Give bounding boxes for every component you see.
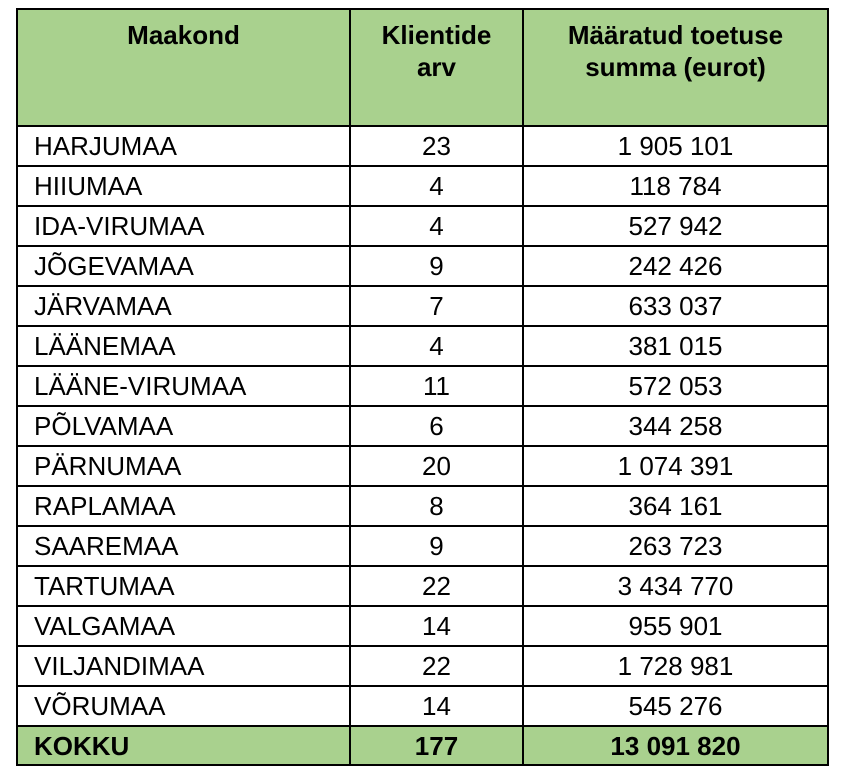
- amount-cell: 1 074 391: [522, 445, 829, 487]
- clients-cell: 23: [349, 125, 524, 167]
- clients-cell: 14: [349, 685, 524, 727]
- table-row: VILJANDIMAA 22 1 728 981: [16, 645, 829, 687]
- amount-cell: 633 037: [522, 285, 829, 327]
- amount-cell: 1 728 981: [522, 645, 829, 687]
- county-cell: VÕRUMAA: [16, 685, 351, 727]
- clients-cell: 9: [349, 525, 524, 567]
- clients-cell: 4: [349, 325, 524, 367]
- county-cell: PÕLVAMAA: [16, 405, 351, 447]
- amount-cell: 344 258: [522, 405, 829, 447]
- clients-cell: 11: [349, 365, 524, 407]
- county-cell: PÄRNUMAA: [16, 445, 351, 487]
- county-cell: RAPLAMAA: [16, 485, 351, 527]
- table-header: Maakond Klientide arv Määratud toetuse s…: [16, 8, 829, 127]
- table-row: IDA-VIRUMAA 4 527 942: [16, 205, 829, 247]
- clients-cell: 8: [349, 485, 524, 527]
- table-row: TARTUMAA 22 3 434 770: [16, 565, 829, 607]
- amount-cell: 572 053: [522, 365, 829, 407]
- table-row: LÄÄNEMAA 4 381 015: [16, 325, 829, 367]
- county-support-table-container: Maakond Klientide arv Määratud toetuse s…: [16, 8, 829, 766]
- amount-cell: 381 015: [522, 325, 829, 367]
- clients-cell: 22: [349, 645, 524, 687]
- clients-cell: 22: [349, 565, 524, 607]
- total-clients: 177: [349, 725, 524, 766]
- county-cell: SAAREMAA: [16, 525, 351, 567]
- table-row: HARJUMAA 23 1 905 101: [16, 125, 829, 167]
- clients-cell: 6: [349, 405, 524, 447]
- county-cell: LÄÄNE-VIRUMAA: [16, 365, 351, 407]
- table-body: HARJUMAA 23 1 905 101 HIIUMAA 4 118 784 …: [16, 125, 829, 727]
- table-row: HIIUMAA 4 118 784: [16, 165, 829, 207]
- county-cell: TARTUMAA: [16, 565, 351, 607]
- table-footer: KOKKU 177 13 091 820: [16, 725, 829, 766]
- total-amount: 13 091 820: [522, 725, 829, 766]
- clients-cell: 7: [349, 285, 524, 327]
- amount-cell: 118 784: [522, 165, 829, 207]
- header-clients: Klientide arv: [349, 8, 524, 127]
- table-row: RAPLAMAA 8 364 161: [16, 485, 829, 527]
- amount-cell: 955 901: [522, 605, 829, 647]
- amount-cell: 242 426: [522, 245, 829, 287]
- table-row: PÄRNUMAA 20 1 074 391: [16, 445, 829, 487]
- county-cell: LÄÄNEMAA: [16, 325, 351, 367]
- header-county: Maakond: [16, 8, 351, 127]
- amount-cell: 545 276: [522, 685, 829, 727]
- county-cell: JÕGEVAMAA: [16, 245, 351, 287]
- amount-cell: 263 723: [522, 525, 829, 567]
- table-row: LÄÄNE-VIRUMAA 11 572 053: [16, 365, 829, 407]
- county-support-table: Maakond Klientide arv Määratud toetuse s…: [16, 8, 829, 766]
- amount-cell: 527 942: [522, 205, 829, 247]
- total-row: KOKKU 177 13 091 820: [16, 725, 829, 766]
- table-row: JÄRVAMAA 7 633 037: [16, 285, 829, 327]
- county-cell: JÄRVAMAA: [16, 285, 351, 327]
- header-row: Maakond Klientide arv Määratud toetuse s…: [16, 8, 829, 127]
- table-row: VÕRUMAA 14 545 276: [16, 685, 829, 727]
- county-cell: VALGAMAA: [16, 605, 351, 647]
- table-row: JÕGEVAMAA 9 242 426: [16, 245, 829, 287]
- county-cell: HIIUMAA: [16, 165, 351, 207]
- clients-cell: 14: [349, 605, 524, 647]
- table-row: SAAREMAA 9 263 723: [16, 525, 829, 567]
- county-cell: HARJUMAA: [16, 125, 351, 167]
- header-amount: Määratud toetuse summa (eurot): [522, 8, 829, 127]
- clients-cell: 4: [349, 205, 524, 247]
- clients-cell: 4: [349, 165, 524, 207]
- county-cell: IDA-VIRUMAA: [16, 205, 351, 247]
- amount-cell: 3 434 770: [522, 565, 829, 607]
- total-label: KOKKU: [16, 725, 351, 766]
- table-row: PÕLVAMAA 6 344 258: [16, 405, 829, 447]
- amount-cell: 364 161: [522, 485, 829, 527]
- county-cell: VILJANDIMAA: [16, 645, 351, 687]
- clients-cell: 20: [349, 445, 524, 487]
- amount-cell: 1 905 101: [522, 125, 829, 167]
- clients-cell: 9: [349, 245, 524, 287]
- table-row: VALGAMAA 14 955 901: [16, 605, 829, 647]
